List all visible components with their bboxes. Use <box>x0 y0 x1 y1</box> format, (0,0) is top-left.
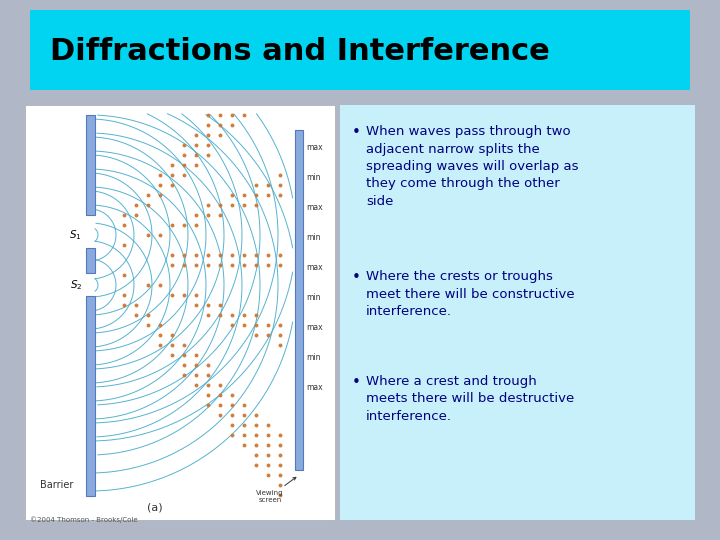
Text: (a): (a) <box>147 503 163 513</box>
Text: •: • <box>352 375 361 390</box>
Text: ©2004 Thomson - Brooks/Cole: ©2004 Thomson - Brooks/Cole <box>30 517 138 523</box>
Text: Barrier: Barrier <box>40 480 73 490</box>
Text: max: max <box>306 323 323 333</box>
Text: $S_2$: $S_2$ <box>70 278 82 292</box>
FancyBboxPatch shape <box>30 10 690 90</box>
Text: max: max <box>306 383 323 393</box>
Text: When waves pass through two
adjacent narrow splits the
spreading waves will over: When waves pass through two adjacent nar… <box>366 125 578 208</box>
Text: min: min <box>306 233 320 242</box>
Text: min: min <box>306 173 320 183</box>
Text: max: max <box>306 264 323 273</box>
Bar <box>86 248 95 273</box>
Bar <box>295 130 303 470</box>
Text: max: max <box>306 204 323 213</box>
Text: •: • <box>352 125 361 140</box>
Bar <box>86 296 95 496</box>
Text: Diffractions and Interference: Diffractions and Interference <box>50 37 550 66</box>
Text: Where a crest and trough
meets there will be destructive
interference.: Where a crest and trough meets there wil… <box>366 375 575 423</box>
Text: Viewing
screen: Viewing screen <box>256 477 296 503</box>
Text: min: min <box>306 294 320 302</box>
Text: •: • <box>352 270 361 285</box>
FancyBboxPatch shape <box>340 105 695 520</box>
Bar <box>86 115 95 215</box>
Text: Where the crests or troughs
meet there will be constructive
interference.: Where the crests or troughs meet there w… <box>366 270 575 318</box>
FancyBboxPatch shape <box>25 105 335 520</box>
Text: max: max <box>306 144 323 152</box>
Text: $S_1$: $S_1$ <box>69 228 82 242</box>
Text: min: min <box>306 354 320 362</box>
